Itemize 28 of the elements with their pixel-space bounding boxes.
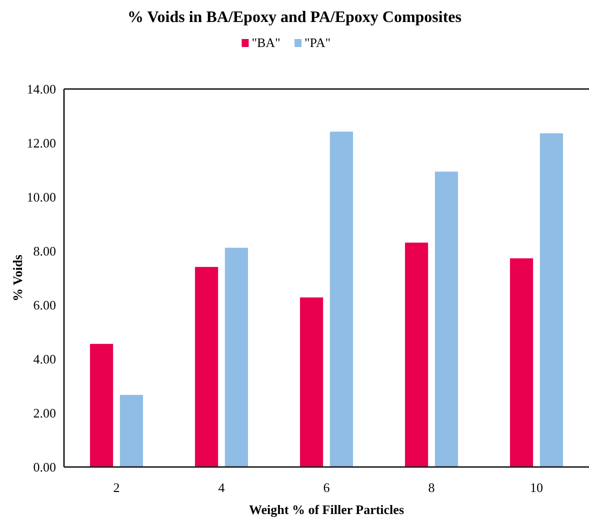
chart-title: % Voids in BA/Epoxy and PA/Epoxy Composites xyxy=(127,9,462,26)
y-tick-label: 0.00 xyxy=(33,460,56,475)
bar xyxy=(434,172,458,467)
legend-label: "BA" xyxy=(252,35,280,50)
x-tick-label: 2 xyxy=(113,480,120,495)
y-tick-label: 8.00 xyxy=(33,244,56,259)
x-tick-label: 4 xyxy=(218,480,226,495)
bar xyxy=(120,394,144,467)
y-axis-title: % Voids xyxy=(10,254,25,302)
bar xyxy=(540,133,564,467)
y-tick-label: 10.00 xyxy=(26,190,56,205)
bar xyxy=(194,266,218,467)
x-axis-title: Weight % of Filler Particles xyxy=(249,502,404,517)
bar xyxy=(224,248,248,467)
y-tick-label: 4.00 xyxy=(33,352,56,367)
y-tick-label: 12.00 xyxy=(26,136,56,151)
y-tick-label: 14.00 xyxy=(26,82,56,97)
x-tick-label: 10 xyxy=(530,480,543,495)
bar xyxy=(330,132,354,467)
y-tick-label: 2.00 xyxy=(33,406,56,421)
bar xyxy=(300,297,324,467)
y-tick-label: 6.00 xyxy=(33,298,56,313)
bar xyxy=(510,258,534,467)
x-tick-label: 8 xyxy=(428,480,435,495)
bar xyxy=(90,344,114,467)
legend-label: "PA" xyxy=(304,35,331,50)
bar xyxy=(404,242,428,467)
x-tick-label: 6 xyxy=(323,480,330,495)
